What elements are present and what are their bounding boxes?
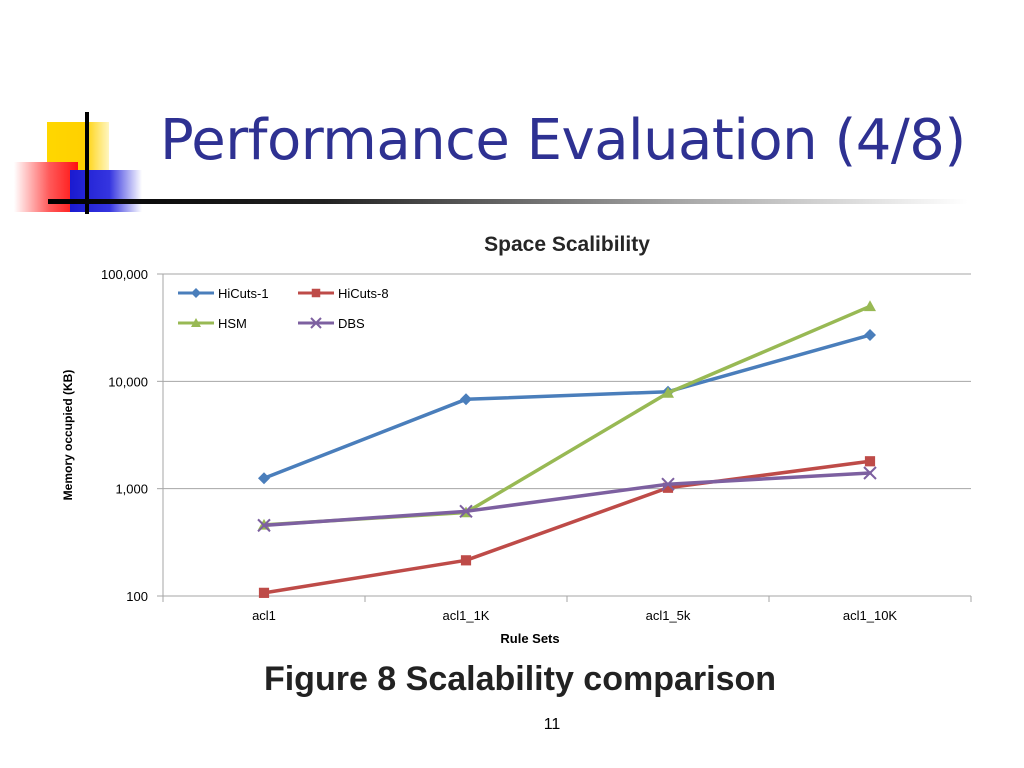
data-point xyxy=(662,482,674,493)
x-tick-label: acl1_10K xyxy=(843,608,898,623)
x-tick-label: acl1_5k xyxy=(646,608,691,623)
data-point xyxy=(661,477,675,491)
series-line-hicuts-8 xyxy=(262,459,872,595)
y-tick-label: 10,000 xyxy=(108,374,148,389)
chart-series-group xyxy=(257,300,877,598)
legend-label: HiCuts-8 xyxy=(338,286,389,301)
data-point xyxy=(310,317,322,329)
y-axis-label: Memory occupied (KB) xyxy=(61,370,75,501)
chart-title: Space Scalibility xyxy=(484,233,650,256)
page-number: 11 xyxy=(543,716,561,733)
data-point xyxy=(460,393,472,406)
chart-tick-labels: 100 1,000 10,000 100,000 acl1 acl1_1K acl1_5k a… xyxy=(101,267,897,623)
data-point xyxy=(863,466,877,480)
data-point xyxy=(258,472,270,485)
series-line-dbs xyxy=(262,471,872,528)
series-line-hicuts-1 xyxy=(262,333,872,481)
data-point xyxy=(864,300,876,312)
data-point xyxy=(191,288,201,298)
legend-label: DBS xyxy=(338,316,365,331)
legend-label: HSM xyxy=(218,316,247,331)
x-axis-label: Rule Sets xyxy=(500,631,559,646)
data-point xyxy=(459,504,473,519)
series-line-hsm xyxy=(262,304,872,527)
title-underline xyxy=(48,199,968,204)
chart-legend: HiCuts-1 HiCuts-8 HSM DBS xyxy=(178,286,389,331)
x-tick-label: acl1_1K xyxy=(443,608,490,623)
chart-grid xyxy=(157,273,972,602)
y-tick-label: 100,000 xyxy=(101,267,148,282)
y-tick-label: 1,000 xyxy=(115,482,148,497)
data-point xyxy=(864,329,876,342)
data-point xyxy=(257,518,271,533)
data-point xyxy=(191,318,201,327)
decor-vertical-line xyxy=(85,112,89,214)
legend-label: HiCuts-1 xyxy=(218,286,269,301)
data-point xyxy=(311,288,321,298)
x-tick-label: acl1 xyxy=(252,608,276,623)
data-point xyxy=(662,386,674,398)
decor-blue-square xyxy=(70,170,142,212)
y-tick-label: 100 xyxy=(126,589,148,604)
slide-title: Performance Evaluation (4/8) xyxy=(160,108,966,173)
data-point xyxy=(258,587,270,598)
data-point xyxy=(864,456,876,467)
figure-caption: Figure 8 Scalability comparison xyxy=(263,660,777,698)
data-point xyxy=(460,555,472,566)
